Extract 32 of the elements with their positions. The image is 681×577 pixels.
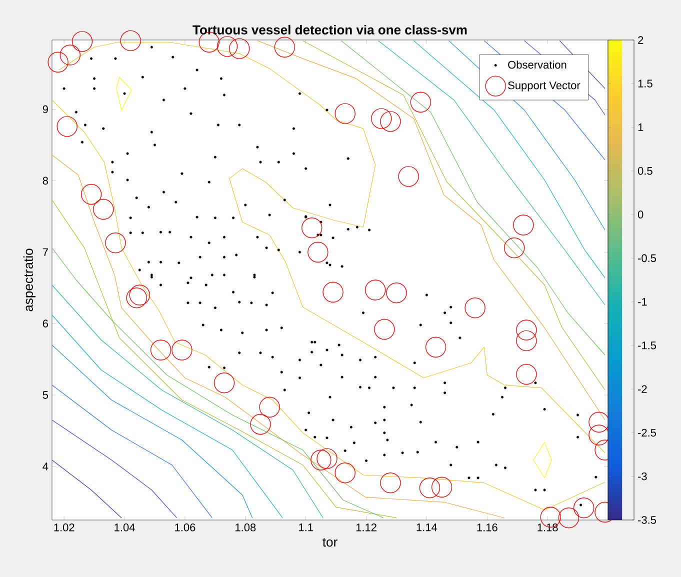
x-tick-label: 1.14 (416, 524, 438, 532)
color-bar-label: -3 (638, 472, 647, 480)
legend-label: Support Vector (508, 81, 580, 92)
chart-title: Tortuous vessel detection via one class-svm (192, 24, 467, 34)
color-bar-label: 1.5 (638, 80, 652, 88)
x-tick-label: 1.04 (114, 524, 135, 532)
y-tick-label: 8 (42, 176, 48, 185)
x-tick-label: 1.02 (54, 524, 74, 532)
color-bar-label: -1.5 (638, 342, 656, 350)
y-tick-label: 7 (42, 248, 48, 256)
x-tick-label: 1.06 (175, 524, 196, 532)
x-tick-label: 1.1 (299, 524, 313, 532)
x-tick-label: 1.12 (356, 524, 376, 532)
x-tick-label: 1.18 (538, 524, 558, 532)
color-bar-label: 1 (638, 123, 644, 132)
color-bar-label: 0 (638, 210, 644, 218)
y-tick-label: 6 (42, 320, 48, 328)
y-tick-label: 4 (42, 462, 48, 470)
color-bar-label: 0.5 (638, 167, 652, 175)
y-axis-title: aspectratio (23, 248, 36, 312)
legend-label: Observation (508, 60, 566, 69)
x-tick-label: 1.08 (236, 524, 256, 532)
color-bar-label: 2 (638, 36, 644, 44)
color-bar-label: -3.5 (638, 516, 656, 524)
color-bar-label: -1 (638, 298, 647, 306)
y-tick-label: 9 (42, 105, 48, 114)
y-tick-label: 5 (42, 391, 48, 399)
color-bar-label: -0.5 (638, 254, 656, 262)
x-tick-label: 1.16 (477, 524, 498, 532)
color-bar-label: -2.5 (638, 428, 656, 437)
color-bar-label: -2 (638, 385, 647, 393)
x-axis-title: tor (322, 538, 338, 547)
